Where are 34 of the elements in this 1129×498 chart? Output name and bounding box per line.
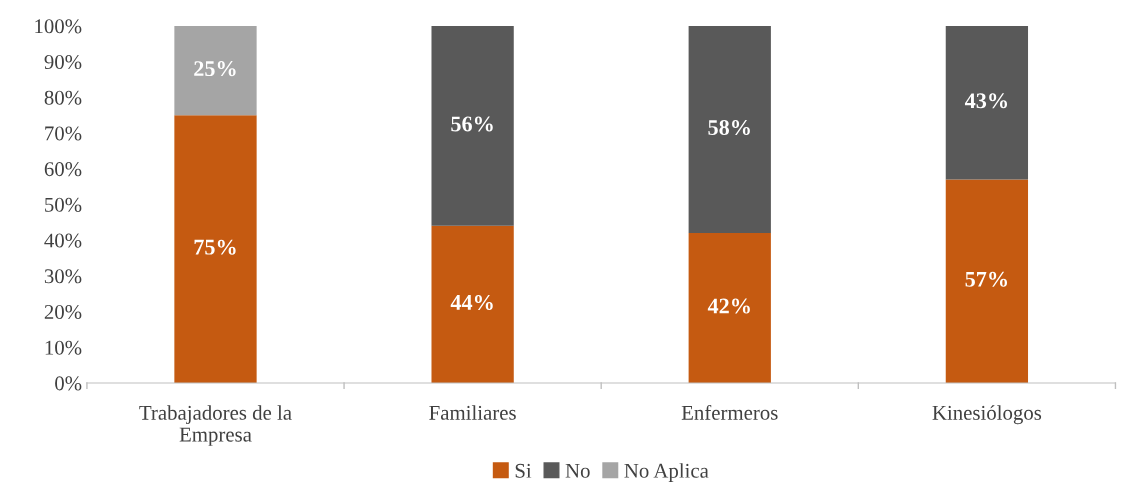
y-tick-label: 50% (45, 197, 82, 212)
y-tick-label: 80% (44, 90, 82, 105)
x-tick-label: Trabajadores de la Empresa (139, 405, 292, 446)
legend-label: No (565, 463, 590, 478)
bar (688, 25, 771, 233)
y-tick-label: 30% (44, 269, 82, 284)
bar (945, 25, 1029, 180)
bar (431, 225, 514, 383)
y-tick-label: 0% (55, 376, 82, 391)
x-tick-label: Familiares (429, 405, 516, 420)
legend-label: Si (515, 463, 532, 478)
data-label: 75% (194, 239, 236, 255)
y-tick-label: 20% (44, 304, 82, 320)
legend-label: No Aplica (624, 463, 709, 483)
y-tick-label: 90% (44, 54, 82, 70)
x-tick-label: Kinesiólogos (932, 405, 1042, 425)
bar (174, 25, 257, 116)
y-tick-label: 60% (44, 162, 82, 177)
y-tick-label: 100% (35, 19, 82, 34)
bar (174, 115, 257, 383)
data-label: 58% (708, 120, 750, 136)
bar (688, 232, 771, 383)
data-label: 25% (194, 61, 236, 77)
bar (431, 25, 514, 226)
y-tick-label: 40% (44, 233, 82, 248)
y-tick-label: 70% (45, 126, 82, 141)
data-label: 57% (965, 271, 1008, 287)
data-label: 44% (450, 294, 493, 311)
data-label: 42% (707, 298, 750, 314)
bar (945, 179, 1029, 383)
x-tick-label: Enfermeros (681, 404, 778, 420)
data-label: 56% (451, 116, 493, 132)
y-tick-label: 10% (45, 340, 82, 355)
data-label: 43% (964, 93, 1008, 109)
